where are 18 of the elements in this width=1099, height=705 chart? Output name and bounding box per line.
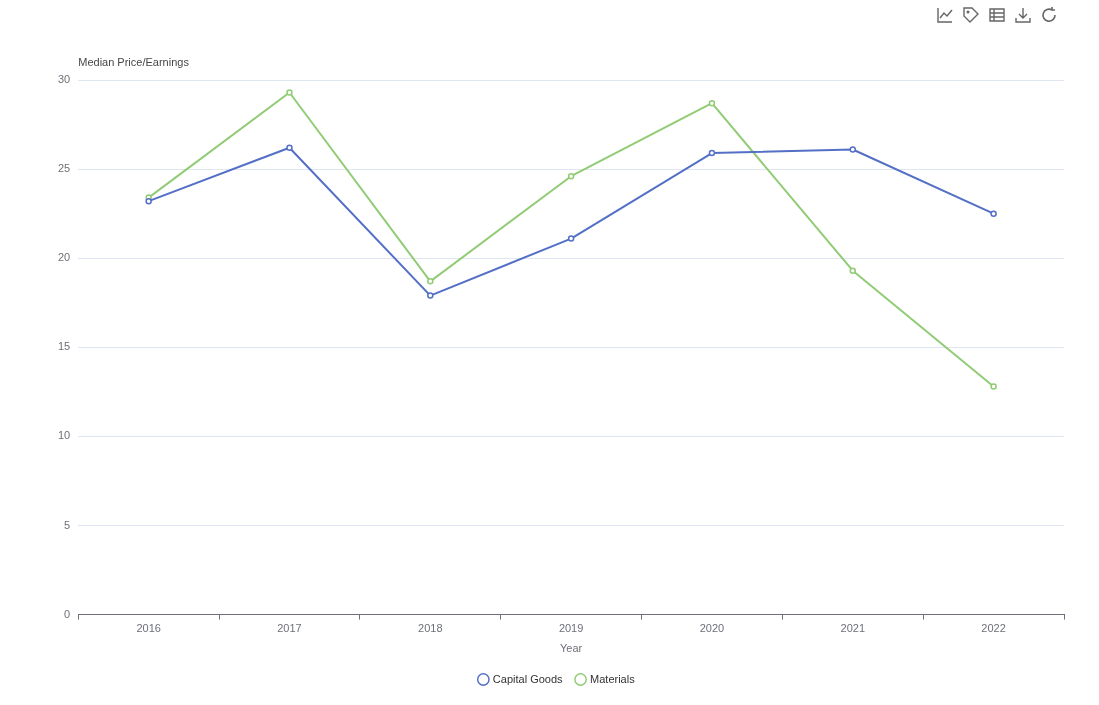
- x-tick-label: 2021: [840, 622, 866, 635]
- y-tick-label: 15: [57, 340, 71, 353]
- y-tick-label: 10: [57, 429, 71, 442]
- x-tick-label: 2019: [558, 622, 584, 635]
- x-axis-title: Year: [560, 642, 583, 655]
- y-tick-label: 20: [57, 251, 71, 264]
- y-tick-label: 5: [64, 518, 71, 531]
- x-tick-label: 2018: [418, 622, 443, 635]
- x-tick-label: 2020: [699, 622, 725, 635]
- y-axis-title: Median Price/Earnings: [78, 55, 190, 68]
- legend-label: Materials: [590, 672, 636, 685]
- y-tick-label: 30: [57, 73, 71, 86]
- x-tick-label: 2016: [136, 622, 161, 635]
- x-tick-label: 2022: [981, 622, 1006, 635]
- x-tick-label: 2017: [277, 622, 302, 635]
- legend-label: Capital Goods: [492, 672, 564, 685]
- y-tick-label: 25: [57, 162, 71, 175]
- y-tick-label: 0: [64, 607, 71, 620]
